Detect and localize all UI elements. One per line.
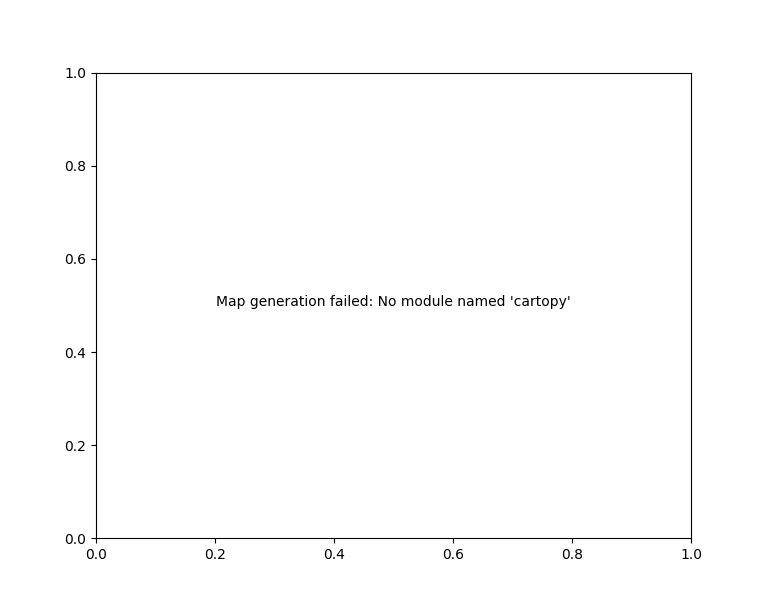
Text: Map generation failed: No module named 'cartopy': Map generation failed: No module named '… — [217, 295, 571, 309]
